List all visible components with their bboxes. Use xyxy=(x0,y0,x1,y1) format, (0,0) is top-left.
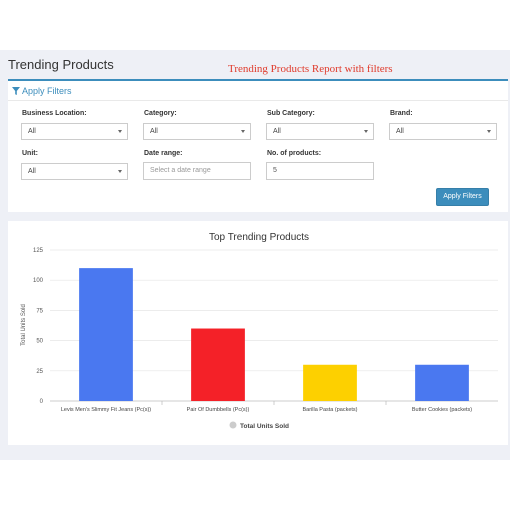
y-tick-label: 125 xyxy=(33,248,44,254)
business-location-value: All xyxy=(28,128,36,135)
chart-title: Top Trending Products xyxy=(209,232,309,243)
sub-category-select[interactable]: All xyxy=(266,123,374,140)
sub-category-value: All xyxy=(273,128,281,135)
y-tick-label: 25 xyxy=(36,369,43,375)
chevron-down-icon xyxy=(364,130,368,133)
category-label: Category: xyxy=(144,110,177,117)
unit-select[interactable]: All xyxy=(21,163,128,180)
chevron-down-icon xyxy=(118,170,122,173)
chart-legend[interactable]: Total Units Sold xyxy=(229,421,290,431)
bar[interactable] xyxy=(79,268,133,401)
unit-value: All xyxy=(28,168,36,175)
y-tick-label: 100 xyxy=(33,278,44,284)
y-tick-label: 75 xyxy=(36,308,43,314)
date-range-label: Date range: xyxy=(144,150,183,157)
brand-label: Brand: xyxy=(390,110,413,117)
legend-marker xyxy=(229,421,237,429)
brand-select[interactable]: All xyxy=(389,123,497,140)
filter-panel: Apply Filters Business Location: All Cat… xyxy=(8,79,508,212)
filter-divider xyxy=(8,100,508,101)
y-axis-label: Total Units Sold xyxy=(21,304,27,346)
y-tick-label: 50 xyxy=(36,339,43,345)
legend-label: Total Units Sold xyxy=(240,423,289,430)
unit-label: Unit: xyxy=(22,150,38,157)
bar[interactable] xyxy=(303,364,357,401)
chart-panel: Top Trending Products Total Units Sold 0… xyxy=(8,221,508,445)
apply-filters-button[interactable]: Apply Filters xyxy=(436,188,489,206)
category-select[interactable]: All xyxy=(143,123,251,140)
category-value: All xyxy=(150,128,158,135)
num-products-label: No. of products: xyxy=(267,150,322,157)
bar[interactable] xyxy=(191,328,245,401)
x-tick-label: Butter Cookies (packets) xyxy=(412,407,472,413)
trending-products-chart: Top Trending Products Total Units Sold 0… xyxy=(21,232,498,431)
bars xyxy=(79,268,469,401)
sub-category-label: Sub Category: xyxy=(267,110,315,117)
apply-filters-header: Apply Filters xyxy=(22,86,72,96)
chevron-down-icon xyxy=(241,130,245,133)
x-axis-ticks: Levis Men's Slimmy Fit Jeans (Pc(s)) Pair… xyxy=(61,401,472,413)
num-products-input[interactable]: 5 xyxy=(266,162,374,180)
chevron-down-icon xyxy=(487,130,491,133)
brand-value: All xyxy=(396,128,404,135)
y-axis-ticks: 0 25 50 75 100 125 xyxy=(33,248,44,405)
x-tick-label: Pair Of Dumbbells (Pc(s)) xyxy=(187,407,250,413)
apply-filters-toggle[interactable]: Apply Filters xyxy=(12,86,72,96)
y-tick-label: 0 xyxy=(40,399,44,405)
page-title: Trending Products xyxy=(8,57,114,72)
business-location-select[interactable]: All xyxy=(21,123,128,140)
business-location-label: Business Location: xyxy=(22,110,87,117)
date-range-input[interactable]: Select a date range xyxy=(143,162,251,180)
report-caption: Trending Products Report with filters xyxy=(228,63,393,75)
filter-icon xyxy=(12,87,20,95)
x-tick-label: Barilla Pasta (packets) xyxy=(302,407,357,413)
chevron-down-icon xyxy=(118,130,122,133)
bar[interactable] xyxy=(415,364,469,401)
x-tick-label: Levis Men's Slimmy Fit Jeans (Pc(s)) xyxy=(61,407,151,413)
